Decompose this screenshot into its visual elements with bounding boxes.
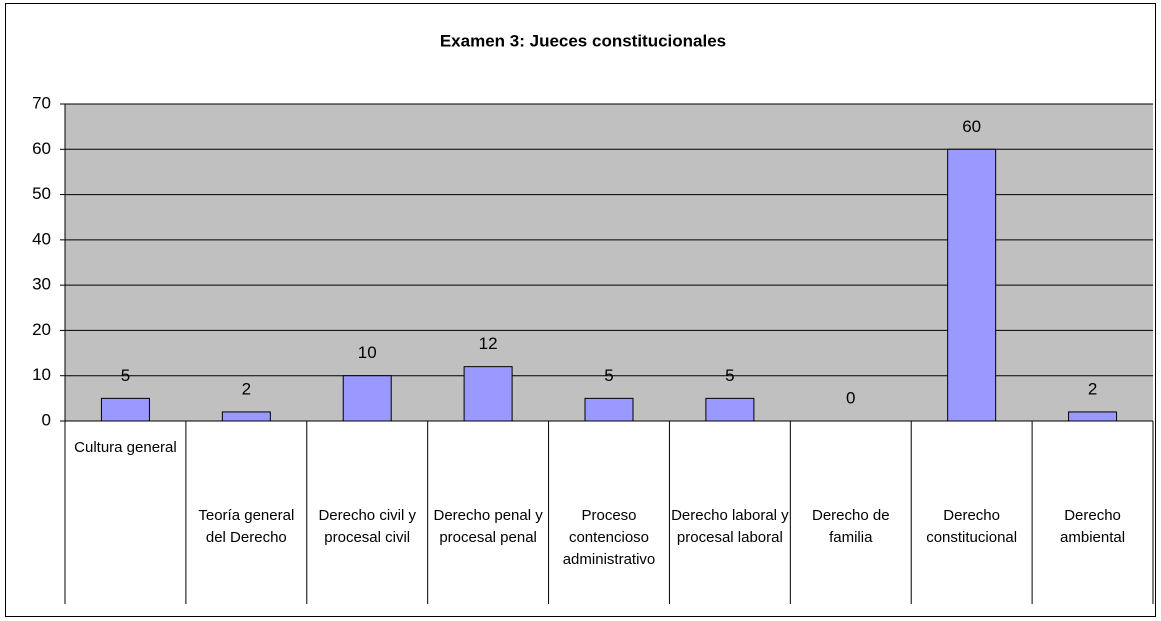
- value-label: 5: [604, 366, 613, 385]
- y-tick-label: 60: [32, 139, 51, 158]
- value-label: 12: [479, 334, 498, 353]
- x-tick-label: Derecho de familia: [811, 507, 890, 546]
- y-tick-label: 20: [32, 320, 51, 339]
- value-label: 10: [358, 343, 377, 362]
- value-label: 2: [242, 379, 251, 398]
- x-tick-label: Derecho laboral y procesal laboral: [671, 507, 789, 546]
- y-tick-label: 0: [42, 410, 51, 429]
- bar: [947, 148, 997, 422]
- bar: [705, 397, 755, 422]
- bar: [100, 397, 150, 422]
- x-tick-label: Derecho civil y procesal civil: [318, 507, 416, 546]
- x-tick-label: Derecho constitucional: [926, 507, 1018, 546]
- chart-title: Examen 3: Jueces constitucionales: [440, 31, 726, 50]
- y-tick-label: 70: [32, 93, 51, 112]
- value-label: 0: [846, 388, 855, 407]
- bar: [463, 366, 513, 422]
- value-label: 2: [1088, 379, 1097, 398]
- y-tick-label: 30: [32, 275, 51, 294]
- x-tick-label: Cultura general: [74, 439, 177, 456]
- value-label: 60: [962, 117, 981, 136]
- y-tick-label: 40: [32, 229, 51, 248]
- bar: [1068, 411, 1118, 422]
- x-tick-label: Derecho ambiental: [1060, 507, 1126, 546]
- y-tick-label: 10: [32, 365, 51, 384]
- bar: [221, 411, 271, 422]
- value-label: 5: [725, 366, 734, 385]
- value-label: 5: [121, 366, 130, 385]
- bar: [584, 397, 634, 422]
- x-tick-label: Proceso contencioso administrativo: [562, 507, 656, 568]
- x-tick-label: Derecho penal y procesal penal: [433, 507, 543, 546]
- x-tick-label: Teoría general del Derecho: [198, 507, 295, 546]
- bar: [342, 375, 392, 422]
- y-tick-label: 50: [32, 184, 51, 203]
